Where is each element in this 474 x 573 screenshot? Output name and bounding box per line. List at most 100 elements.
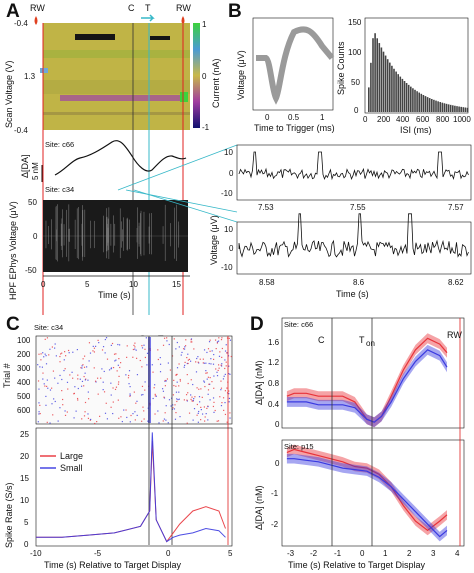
- raster-dot: [39, 404, 41, 407]
- d-xtick: 4: [455, 549, 460, 558]
- raster-dot: [221, 347, 223, 350]
- raster-dot: [112, 412, 114, 415]
- isi-bar: [391, 65, 393, 112]
- raster-ytick: 600: [17, 406, 31, 415]
- raster-dot: [173, 408, 176, 410]
- site-label-a-ephys: Site: c34: [45, 185, 74, 194]
- raster-dot: [179, 380, 181, 382]
- d-xlabel: Time (s) Relative to Target Display: [288, 560, 426, 570]
- raster-dot: [196, 357, 198, 360]
- raster-dot: [179, 378, 181, 381]
- raster-dot: [186, 356, 188, 359]
- raster-dot: [67, 349, 70, 352]
- raster-dot: [210, 363, 212, 365]
- raster-dot: [208, 341, 211, 343]
- ephys-ytick: 0: [33, 232, 38, 241]
- raster-dot: [112, 387, 114, 389]
- raster-dot: [141, 366, 143, 368]
- raster-dot: [217, 364, 220, 366]
- raster-dot: [61, 398, 64, 401]
- raster-dot: [93, 367, 95, 369]
- isi-bar: [397, 74, 399, 112]
- raster-dot: [43, 383, 45, 385]
- d-top-ytick: 1.6: [268, 338, 280, 347]
- raster-dot: [85, 378, 87, 380]
- isi-bar: [460, 106, 462, 112]
- isi-bar: [399, 76, 402, 112]
- raster-dot: [92, 345, 94, 347]
- raster-dot: [175, 348, 177, 350]
- raster-dot: [152, 371, 154, 373]
- raster-dot: [145, 337, 147, 339]
- raster-dot: [202, 362, 204, 364]
- raster-dot: [80, 385, 83, 387]
- raster-dot: [224, 373, 226, 376]
- raster-dot: [66, 411, 68, 413]
- raster-dot: [224, 359, 226, 361]
- isi-bar: [382, 51, 385, 112]
- zoom1-frame: [236, 144, 472, 201]
- raster-dot: [229, 339, 232, 341]
- raster-dot: [48, 354, 50, 356]
- d-bottom-line-large: [286, 448, 448, 532]
- waveform-xtick: 0.5: [288, 113, 300, 122]
- raster-dot: [224, 390, 226, 392]
- raster-dot: [120, 416, 122, 418]
- rate-xtick: 0: [166, 549, 171, 558]
- raster-dot: [221, 337, 223, 339]
- raster-dot: [219, 396, 221, 398]
- isi-xtick: 600: [416, 115, 430, 124]
- raster-dot: [199, 358, 201, 360]
- raster-dot: [154, 413, 156, 415]
- raster-dot: [136, 414, 138, 417]
- raster-dot: [132, 348, 134, 351]
- isi-xtick: 800: [436, 115, 450, 124]
- d-top-frame: [281, 317, 465, 429]
- raster-dots: [37, 337, 232, 425]
- isi-bar: [410, 86, 412, 112]
- raster-dot: [212, 363, 215, 365]
- raster-dot: [66, 381, 69, 383]
- raster-dot: [184, 364, 186, 366]
- raster-dot: [159, 357, 161, 359]
- raster-dot: [140, 394, 143, 396]
- raster-dot: [83, 415, 86, 417]
- raster-dot: [134, 346, 136, 348]
- raster-dot: [205, 413, 207, 415]
- isi-bar: [370, 62, 372, 112]
- raster-dot: [134, 348, 136, 350]
- raster-dot: [125, 374, 127, 376]
- raster-dot: [59, 361, 61, 363]
- raster-dot: [162, 390, 165, 392]
- raster-dot: [175, 385, 177, 387]
- isi-bar: [405, 83, 408, 112]
- rate-ytick: 15: [20, 474, 29, 483]
- raster-dot: [111, 342, 114, 345]
- raster-dot: [208, 362, 210, 365]
- raster-dot: [93, 347, 96, 349]
- raster-dot: [186, 374, 188, 376]
- raster-dot: [159, 363, 162, 365]
- isi-bar: [439, 102, 441, 112]
- raster-dot: [207, 348, 210, 350]
- raster-dot: [121, 420, 123, 423]
- raster-dot: [164, 379, 166, 382]
- raster-dot: [104, 338, 106, 341]
- raster-dot: [45, 404, 47, 406]
- raster-dot: [94, 380, 97, 382]
- raster-dot: [118, 381, 120, 383]
- raster-dot: [226, 337, 229, 339]
- raster-dot: [225, 361, 227, 363]
- raster-dot: [186, 422, 188, 424]
- raster-dot: [213, 358, 215, 360]
- raster-dot: [88, 398, 90, 400]
- rate-series-small: [36, 432, 226, 543]
- rate-frame: [35, 427, 233, 547]
- raster-dot: [84, 379, 86, 381]
- d-top-band-small: [286, 344, 447, 428]
- raster-dot: [186, 362, 188, 365]
- raster-dot: [82, 358, 84, 360]
- raster-dot: [39, 412, 41, 415]
- raster-dot: [126, 345, 128, 347]
- raster-dot: [190, 379, 192, 381]
